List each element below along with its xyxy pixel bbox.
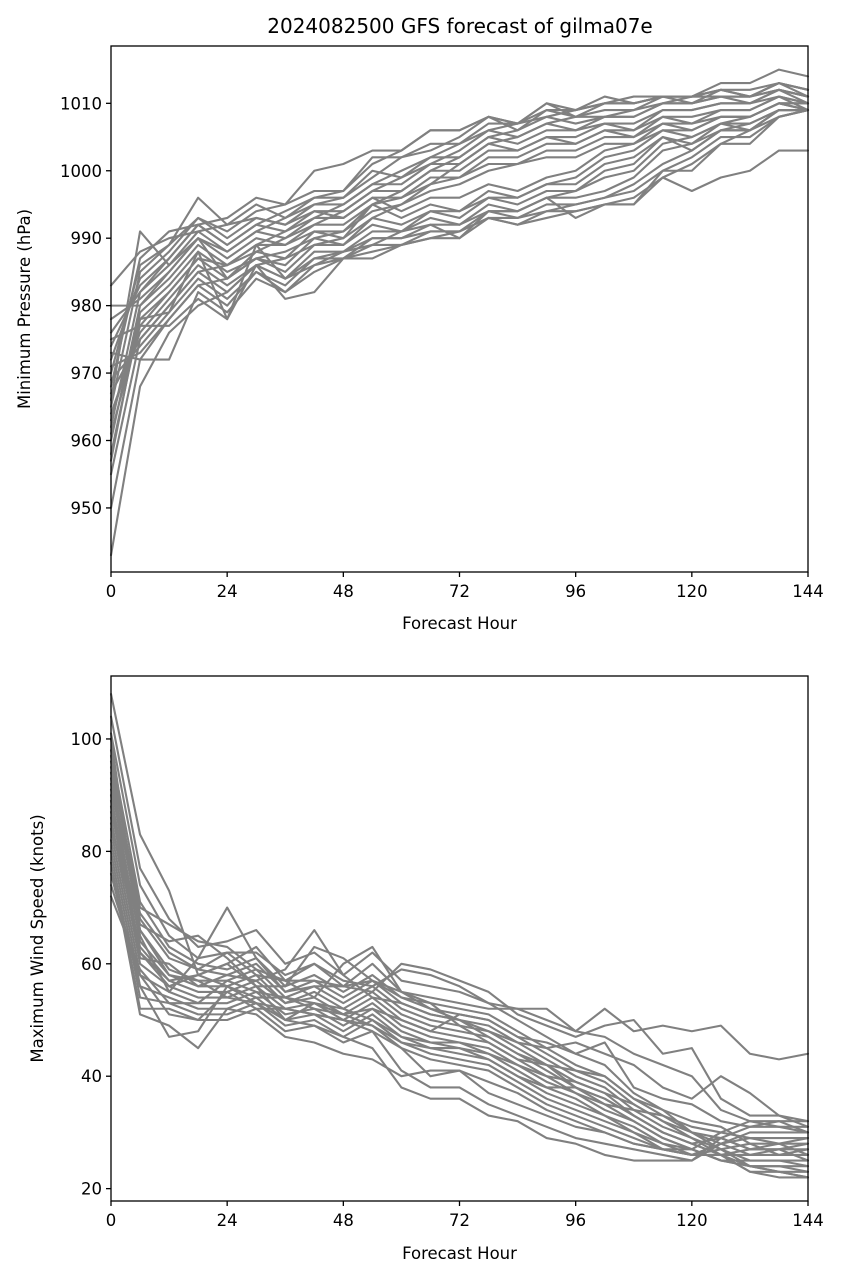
pressure-x-tick-label: 24 <box>217 582 238 601</box>
pressure-series-line-15 <box>109 102 810 287</box>
wind-series-line-25 <box>109 799 810 1151</box>
pressure-x-ticks: 0 24 48 72 96 120 144 <box>106 572 824 601</box>
pressure-x-tick-label: 72 <box>449 582 470 601</box>
wind-series-line-20 <box>109 822 810 1134</box>
pressure-x-tick-label: 144 <box>792 582 824 601</box>
wind-series-line-17 <box>109 895 810 1151</box>
wind-x-ticks: 0 24 48 72 96 120 144 <box>106 1201 824 1230</box>
pressure-series-group <box>109 68 810 557</box>
wind-x-tick-label: 120 <box>676 1211 708 1230</box>
pressure-y-tick-label: 970 <box>71 364 103 383</box>
pressure-series-line-10 <box>109 95 810 361</box>
wind-series-line-23 <box>109 788 810 1156</box>
pressure-series-line-8 <box>109 88 810 388</box>
pressure-y-tick-label: 1000 <box>60 162 102 181</box>
wind-y-tick-label: 80 <box>81 842 102 861</box>
wind-series-line-21 <box>109 777 810 1128</box>
wind-x-tick-label: 24 <box>217 1211 238 1230</box>
wind-y-axis-label: Maximum Wind Speed (knots) <box>28 814 47 1062</box>
wind-series-line-16 <box>109 884 810 1162</box>
wind-series-line-22 <box>109 810 810 1134</box>
wind-y-tick-label: 100 <box>71 730 103 749</box>
wind-y-tick-label: 60 <box>81 955 102 974</box>
wind-y-tick-label: 40 <box>81 1067 102 1086</box>
pressure-y-tick-label: 980 <box>71 297 103 316</box>
pressure-series-line-20 <box>109 109 810 395</box>
pressure-y-ticks: 950 960 970 980 990 1000 1010 <box>60 94 111 518</box>
pressure-series-line-7 <box>109 88 810 408</box>
pressure-y-tick-label: 960 <box>71 432 103 451</box>
pressure-x-tick-label: 0 <box>106 582 117 601</box>
wind-x-tick-label: 48 <box>333 1211 354 1230</box>
pressure-y-tick-label: 990 <box>71 229 103 248</box>
pressure-x-tick-label: 96 <box>565 582 586 601</box>
pressure-x-tick-label: 48 <box>333 582 354 601</box>
wind-series-line-18 <box>109 737 810 1123</box>
pressure-y-tick-label: 950 <box>71 499 103 518</box>
wind-x-tick-label: 96 <box>565 1211 586 1230</box>
wind-series-line-19 <box>109 766 810 1061</box>
wind-x-tick-label: 144 <box>792 1211 824 1230</box>
wind-y-tick-label: 20 <box>81 1180 102 1199</box>
wind-series-line-24 <box>109 754 810 1145</box>
wind-x-axis-label: Forecast Hour <box>402 1244 517 1263</box>
wind-panel: 0 24 48 72 96 120 144 20 40 60 80 100 Forecast Hou… <box>28 675 824 1263</box>
pressure-series-line-11 <box>109 95 810 348</box>
chart-title: 2024082500 GFS forecast of gilma07e <box>267 14 652 38</box>
pressure-y-axis-label: Minimum Pressure (hPa) <box>15 209 34 409</box>
wind-series-group <box>109 692 810 1179</box>
wind-x-tick-label: 72 <box>449 1211 470 1230</box>
pressure-series-line-13 <box>109 102 810 321</box>
pressure-series-line-23 <box>109 109 810 361</box>
wind-y-ticks: 20 40 60 80 100 <box>71 730 111 1199</box>
pressure-y-tick-label: 1010 <box>60 94 102 113</box>
pressure-series-line-25 <box>109 109 810 422</box>
wind-x-tick-label: 0 <box>106 1211 117 1230</box>
pressure-x-axis-label: Forecast Hour <box>402 614 517 633</box>
pressure-panel: 2024082500 GFS forecast of gilma07e 0 24 4… <box>15 14 824 633</box>
pressure-x-tick-label: 120 <box>676 582 708 601</box>
